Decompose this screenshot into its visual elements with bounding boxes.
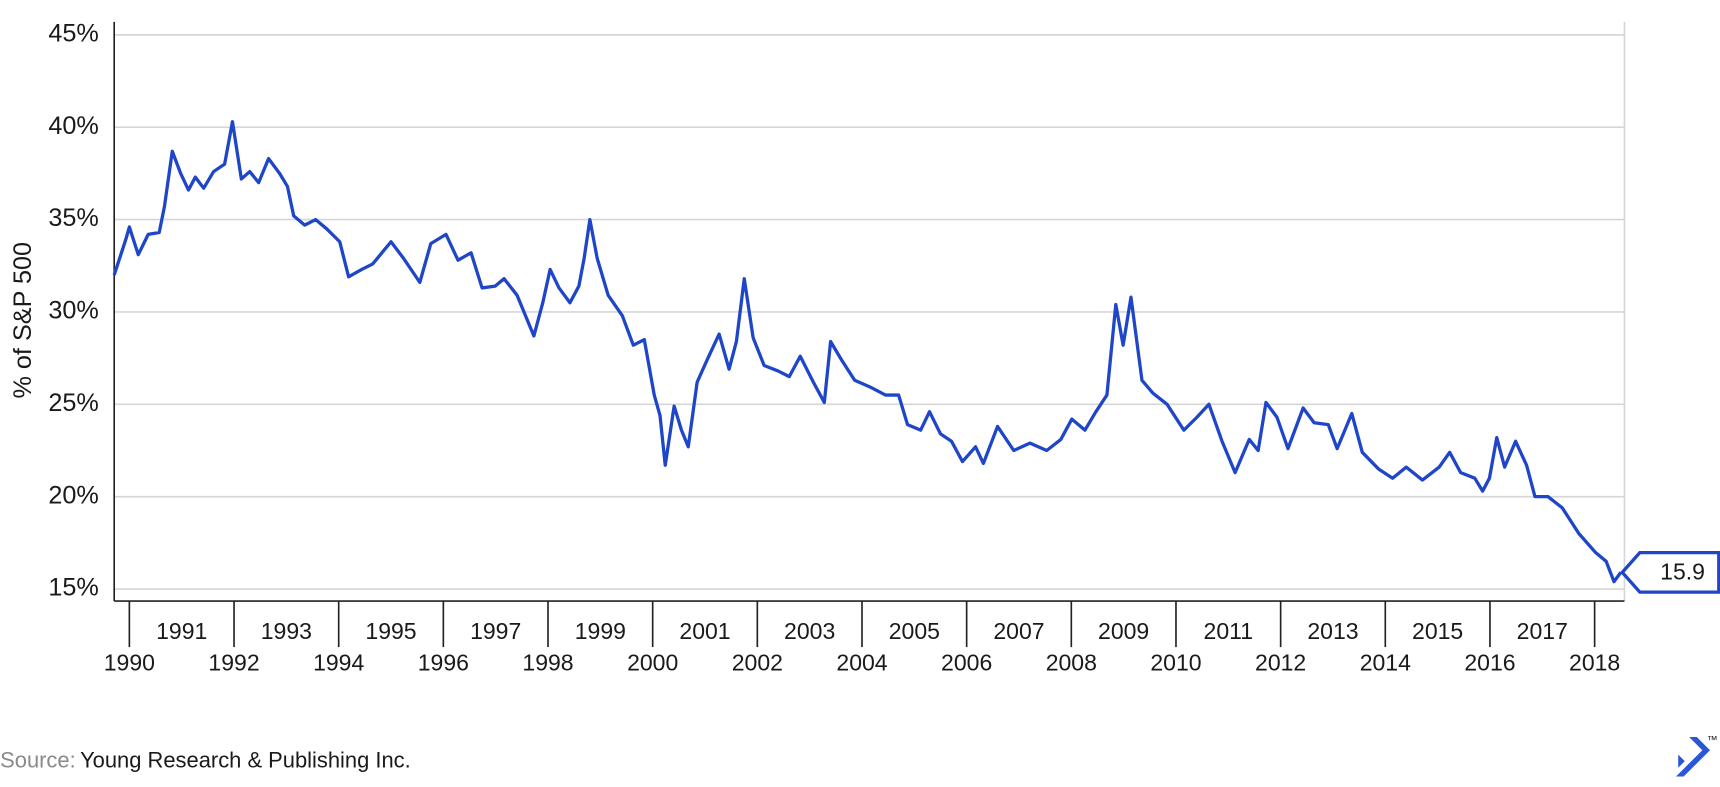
x-tick-label: 1992 — [208, 650, 259, 676]
y-tick-label: 25% — [48, 389, 98, 417]
x-tick-label: 1997 — [470, 618, 521, 644]
x-tick-label: 2010 — [1150, 650, 1201, 676]
last-value-callout — [1620, 551, 1720, 594]
x-tick-label: 1993 — [261, 618, 312, 644]
x-tick-label: 2012 — [1255, 650, 1306, 676]
source-text: Young Research & Publishing Inc. — [80, 748, 411, 773]
x-tick-label: 1996 — [418, 650, 469, 676]
x-tick-label: 2005 — [889, 618, 940, 644]
logo-mark — [1676, 737, 1710, 777]
x-tick-label: 2000 — [627, 650, 678, 676]
x-tick-label: 2004 — [836, 650, 887, 676]
x-tick-label: 2009 — [1098, 618, 1149, 644]
x-tick-label: 2017 — [1517, 618, 1568, 644]
last-value-label: 15.9 — [1660, 559, 1705, 585]
x-tick-label: 1999 — [575, 618, 626, 644]
x-tick-label: 2018 — [1569, 650, 1620, 676]
x-tick-label: 2001 — [679, 618, 730, 644]
x-tick-label: 2016 — [1464, 650, 1515, 676]
x-tick-label: 2015 — [1412, 618, 1463, 644]
x-tick-label: 2014 — [1360, 650, 1411, 676]
y-tick-label: 15% — [48, 574, 98, 602]
data-line — [112, 120, 1623, 584]
source-label: Source: — [0, 748, 76, 773]
logo: ™ — [1676, 735, 1718, 777]
x-tick-label: 1991 — [156, 618, 207, 644]
x-tick-label: 2011 — [1204, 618, 1254, 644]
x-tick-label: 2002 — [732, 650, 783, 676]
y-tick-label: 30% — [48, 297, 98, 325]
x-tick-label: 1990 — [104, 650, 155, 676]
y-tick-label: 40% — [48, 112, 98, 140]
logo-tm: ™ — [1707, 735, 1718, 747]
x-tick-label: 2007 — [993, 618, 1044, 644]
x-tick-label: 2006 — [941, 650, 992, 676]
y-axis-label: % of S&P 500 — [9, 242, 37, 399]
y-tick-label: 35% — [48, 204, 98, 232]
x-tick-label: 1994 — [313, 650, 364, 676]
x-tick-label: 2003 — [784, 618, 835, 644]
x-tick-label: 2008 — [1046, 650, 1097, 676]
y-tick-label: 20% — [48, 481, 98, 509]
x-tick-label: 2013 — [1307, 618, 1358, 644]
x-tick-label: 1998 — [522, 650, 573, 676]
source: Source: Young Research & Publishing Inc. — [0, 748, 411, 773]
y-tick-label: 45% — [48, 20, 98, 48]
x-tick-label: 1995 — [365, 618, 416, 644]
